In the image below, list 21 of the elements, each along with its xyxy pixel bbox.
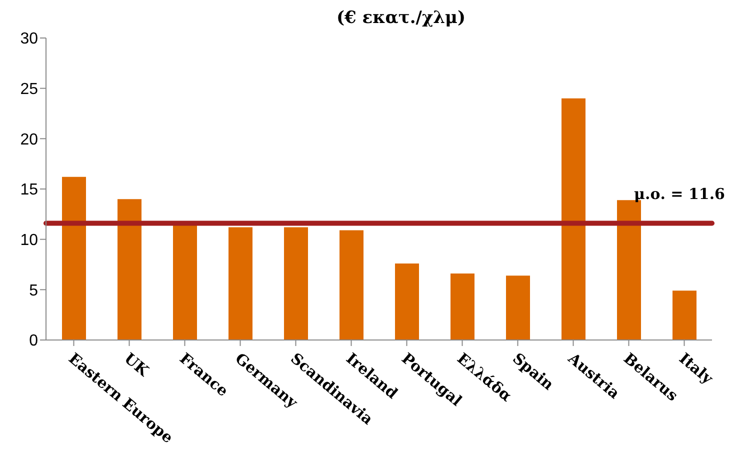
- bar: [562, 98, 586, 340]
- y-tick-label: 10: [20, 232, 38, 250]
- y-tick-label: 30: [20, 30, 38, 48]
- bar: [62, 176, 86, 340]
- bar: [228, 227, 252, 340]
- y-tick-label: 5: [29, 282, 38, 300]
- ref-line-label: μ.ο. = 11.6: [634, 184, 725, 203]
- x-tick-label: UK: [120, 349, 153, 380]
- bar: [284, 227, 308, 340]
- bar: [340, 230, 364, 340]
- bar: [672, 290, 696, 340]
- y-tick-label: 20: [20, 131, 38, 148]
- bar: [506, 276, 530, 340]
- y-tick-label: 25: [20, 81, 38, 98]
- y-tick-label: 15: [20, 182, 38, 199]
- bar: [118, 199, 142, 340]
- bar: [173, 224, 197, 340]
- bar: [450, 274, 474, 340]
- chart-title: (€ εκατ./χλμ): [335, 8, 467, 30]
- y-tick-label: 0: [29, 332, 38, 350]
- bar: [395, 263, 419, 340]
